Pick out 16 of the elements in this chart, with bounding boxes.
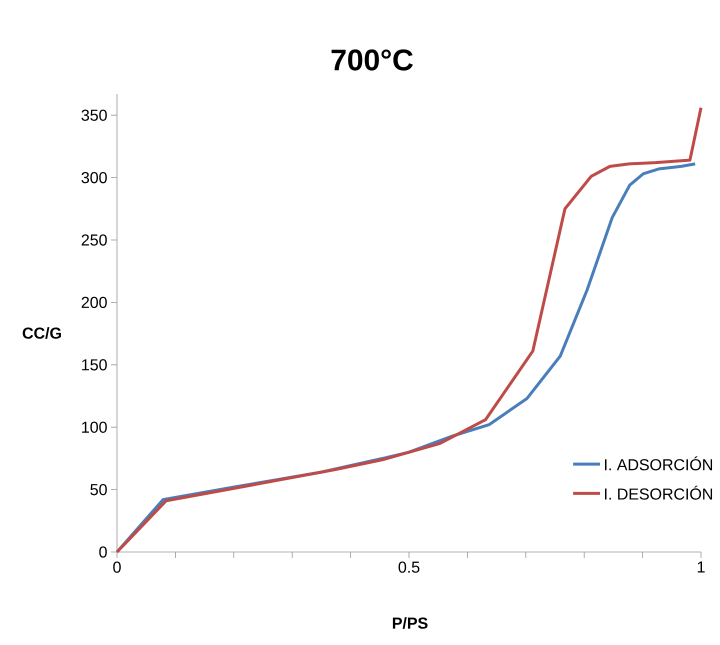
y-tick-label: 50 xyxy=(90,484,107,496)
x-tick-label: 1 xyxy=(698,562,705,572)
chart-title: 700°C xyxy=(332,49,413,71)
y-tick-label: 0 xyxy=(99,546,107,558)
y-tick-label: 150 xyxy=(82,359,107,370)
y-tick-label: 200 xyxy=(82,296,107,308)
x-tick-label: 0.5 xyxy=(398,562,420,573)
legend-label: I. DESORCIÓN xyxy=(604,486,712,500)
y-tick-label: 250 xyxy=(82,234,107,246)
y-axis-title: CC/G xyxy=(22,327,61,339)
y-tick-label: 100 xyxy=(82,422,107,433)
legend-label: I. ADSORCIÓN xyxy=(604,456,712,470)
x-axis-title: P/PS xyxy=(392,617,428,629)
x-tick-label: 0 xyxy=(113,562,121,573)
y-tick-label: 300 xyxy=(81,172,107,184)
y-tick-label: 350 xyxy=(81,110,107,121)
